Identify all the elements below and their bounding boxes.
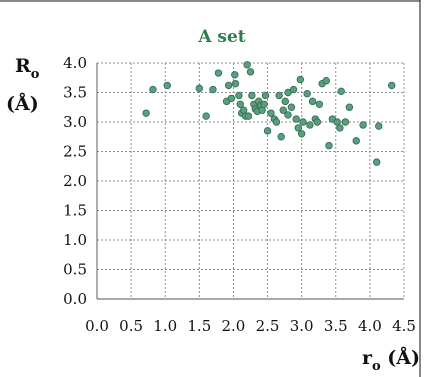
data-point [299, 118, 307, 126]
data-point [297, 130, 306, 138]
y-axis-label-symbol: R [15, 55, 31, 77]
data-points [142, 61, 396, 166]
data-point [246, 68, 255, 76]
x-axis-label-subscript: o [372, 359, 381, 374]
data-point [308, 97, 317, 106]
data-point [306, 121, 314, 129]
data-point [195, 84, 204, 93]
data-point [209, 85, 217, 94]
data-point [243, 61, 251, 69]
x-tick-label: 1.0 [153, 317, 177, 335]
plot-frame [96, 63, 404, 300]
y-tick-label: 0.0 [63, 290, 87, 308]
data-point [336, 124, 344, 132]
data-point [375, 122, 383, 130]
data-point [315, 100, 324, 108]
x-tick-label: 4.5 [392, 317, 416, 335]
data-point [352, 137, 360, 145]
data-point [244, 112, 253, 120]
y-tick-label: 3.0 [63, 113, 87, 131]
y-tick-label: 4.0 [63, 54, 87, 72]
data-point [272, 118, 281, 126]
data-point [359, 121, 367, 129]
data-point [325, 141, 333, 150]
y-axis-label-unit: (Å) [6, 92, 39, 115]
x-tick-label: 2.5 [256, 317, 280, 335]
data-point [287, 103, 296, 111]
data-point [322, 76, 330, 85]
data-point [279, 106, 287, 114]
x-axis-label-symbol: r [362, 347, 373, 369]
data-point [345, 103, 354, 111]
data-point [163, 81, 171, 90]
x-axis-label: ro (Å) [362, 346, 420, 374]
data-point [149, 85, 157, 94]
data-point [235, 91, 243, 100]
y-tick-label: 3.5 [63, 84, 87, 102]
y-tick-label: 1.5 [63, 202, 87, 220]
y-tick-label: 0.5 [63, 261, 87, 279]
data-point [388, 81, 396, 90]
data-point [313, 118, 322, 126]
data-point [341, 118, 350, 126]
x-tick-label: 2.0 [222, 317, 246, 335]
x-tick-label: 0.5 [119, 317, 143, 335]
data-point [296, 75, 305, 84]
data-point [214, 69, 223, 77]
y-tick-label: 2.5 [63, 143, 87, 161]
data-point [289, 85, 298, 94]
data-point [294, 124, 302, 132]
chart-title: A set [197, 27, 245, 47]
data-point [261, 91, 270, 100]
data-point [303, 89, 311, 98]
x-tick-label: 4.0 [358, 317, 382, 335]
data-point [373, 158, 381, 166]
data-point [236, 100, 244, 108]
data-point [267, 109, 275, 117]
x-tick-label: 3.5 [324, 317, 348, 335]
data-point [333, 118, 341, 126]
x-tick-label: 3.0 [290, 317, 314, 335]
y-tick-label: 1.0 [63, 231, 87, 249]
data-point [227, 94, 236, 103]
data-point [231, 79, 240, 88]
data-point [281, 97, 289, 106]
data-point [275, 91, 283, 100]
data-point [284, 111, 292, 119]
data-point [263, 127, 272, 135]
data-point [224, 81, 233, 90]
y-tick-labels: 0.0 0.5 1.0 1.5 2.0 2.5 3.0 3.5 4.0 [63, 54, 87, 308]
data-point [260, 100, 268, 108]
data-point [202, 112, 210, 120]
data-point [248, 91, 256, 100]
y-axis-label-subscript: o [31, 67, 40, 82]
y-tick-label: 2.0 [63, 172, 87, 190]
data-point [231, 71, 239, 79]
data-point [277, 133, 285, 141]
x-tick-label: 1.5 [187, 317, 211, 335]
x-tick-labels: 0.0 0.5 1.0 1.5 2.0 2.5 3.0 3.5 4.0 4.5 [85, 317, 416, 335]
data-point [142, 109, 150, 117]
data-point [337, 87, 345, 96]
data-point [292, 115, 300, 123]
y-axis-label-main: Ro [15, 55, 40, 82]
x-tick-label: 0.0 [85, 317, 109, 335]
x-axis-label-unit: (Å) [381, 346, 420, 369]
